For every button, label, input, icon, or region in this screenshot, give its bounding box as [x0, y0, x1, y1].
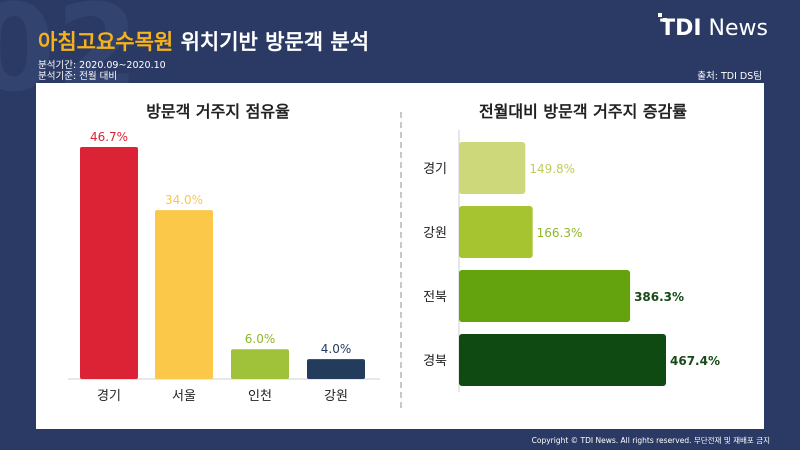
title-highlight: 아침고요수목원: [38, 30, 174, 54]
chart2-title: 전월대비 방문객 거주지 증감률: [478, 102, 688, 121]
title-rest: 위치기반 방문객 분석: [180, 30, 370, 54]
logo-mark-icon: [658, 13, 668, 22]
chart1-title: 방문객 거주지 점유율: [146, 102, 290, 121]
analysis-basis: 분석기준: 전월 대비: [38, 71, 118, 82]
brand-logo: TDI News: [658, 13, 768, 41]
analysis-period: 분석기간: 2020.09~2020.10: [38, 60, 166, 71]
source-note: 출처: TDI DS팀: [697, 71, 762, 82]
logo-light: News: [708, 16, 768, 41]
copyright: Copyright © TDI News. All rights reserve…: [531, 436, 770, 445]
page-title: 아침고요수목원 위치기반 방문객 분석: [38, 26, 369, 56]
panel-divider: [400, 112, 402, 408]
